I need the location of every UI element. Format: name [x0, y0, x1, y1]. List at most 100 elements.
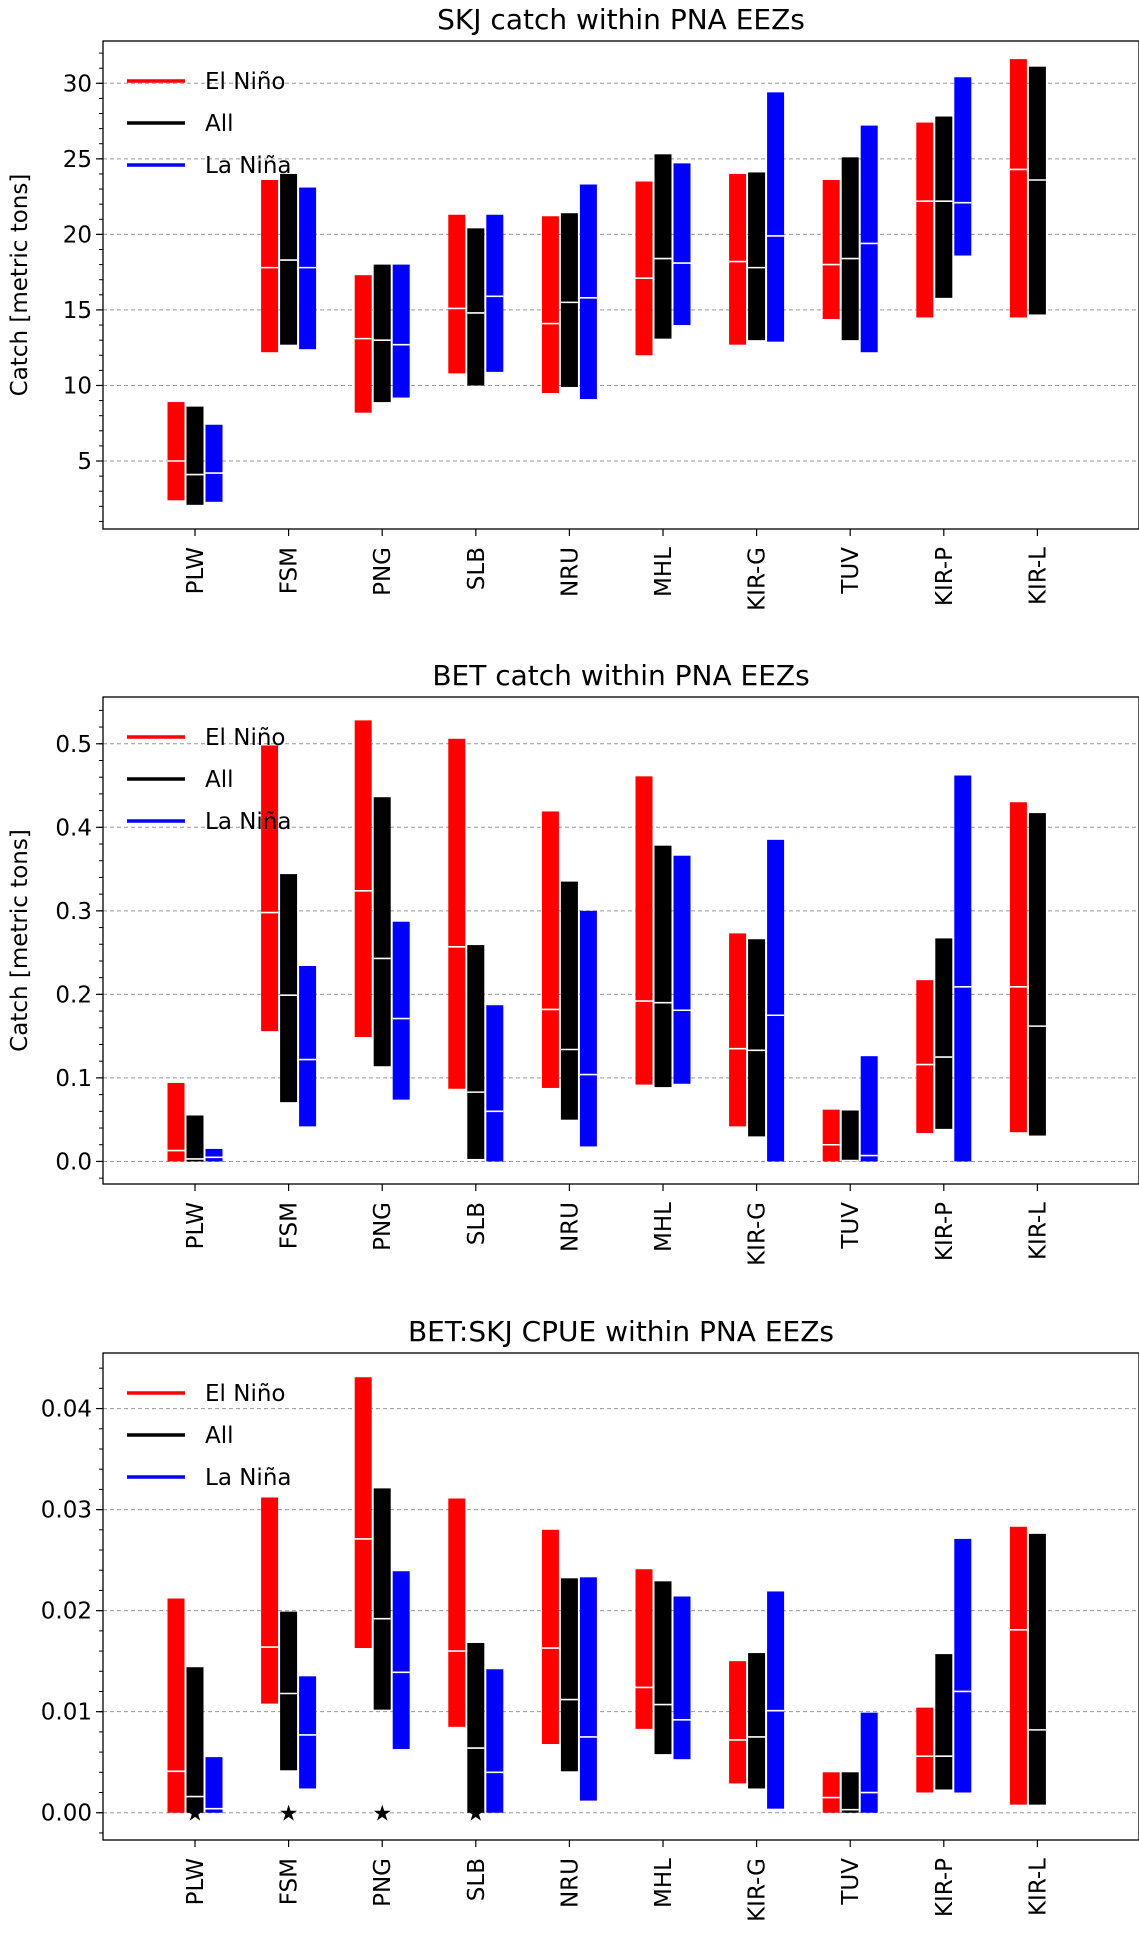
x-tick-label: KIR-L	[1025, 547, 1051, 605]
range-bar-fsm-el-nino	[261, 1497, 279, 1704]
range-bar-slb-la-nina	[486, 1669, 504, 1813]
plot-frame	[102, 1352, 1139, 1841]
range-bar-png-el-nino	[354, 1377, 372, 1649]
range-bar-kir-g-la-nina	[767, 92, 785, 342]
range-bar-fsm-all	[280, 874, 298, 1103]
range-bar-kir-g-la-nina	[767, 1591, 785, 1809]
legend-label: La Niña	[205, 1465, 292, 1491]
range-bar-kir-l-el-nino	[1009, 1526, 1027, 1805]
chart-panel-2: 0.0 0.1 0.2 0.3 0.4 0.5 PLW FSM PNG SLB NRU MHL KIR-…	[7, 659, 1139, 1266]
range-bar-png-all	[373, 1488, 391, 1710]
range-bar-nru-el-nino	[541, 216, 559, 394]
range-bar-nru-la-nina	[579, 1577, 597, 1801]
range-bar-png-all	[373, 797, 391, 1067]
x-tick-label: SLB	[464, 1858, 490, 1901]
y-tick-label: 15	[63, 298, 92, 324]
range-bar-tuv-all	[841, 157, 859, 341]
legend-label: El Niño	[205, 1381, 285, 1407]
range-bar-kir-p-el-nino	[916, 122, 934, 318]
legend-label: All	[205, 111, 234, 137]
legend-label: All	[205, 767, 234, 793]
range-bar-kir-p-all	[935, 938, 953, 1129]
range-bar-tuv-el-nino	[822, 179, 840, 319]
range-bar-png-all	[373, 264, 391, 403]
y-tick-label: 30	[63, 71, 92, 97]
x-tick-label: MHL	[651, 1202, 677, 1252]
x-tick-label: PNG	[370, 1202, 396, 1251]
range-bar-nru-all	[560, 213, 578, 387]
range-bar-mhl-all	[654, 845, 672, 1088]
range-bar-fsm-all	[280, 1611, 298, 1771]
chart-title: BET:SKJ CPUE within PNA EEZs	[408, 1315, 834, 1348]
range-bar-tuv-la-nina	[860, 1712, 878, 1813]
range-bar-png-el-nino	[354, 275, 372, 413]
range-bar-plw-el-nino	[167, 1082, 185, 1162]
range-bar-nru-all	[560, 1578, 578, 1772]
range-bar-slb-la-nina	[486, 214, 504, 372]
x-tick-label: SLB	[464, 547, 490, 590]
range-bar-kir-p-el-nino	[916, 1707, 934, 1793]
chart-title: BET catch within PNA EEZs	[432, 659, 809, 692]
range-bar-fsm-la-nina	[299, 965, 317, 1127]
x-tick-label: NRU	[557, 1202, 583, 1252]
range-bar-mhl-all	[654, 154, 672, 339]
range-bar-kir-g-el-nino	[729, 173, 747, 345]
range-bar-plw-el-nino	[167, 1598, 185, 1813]
x-tick-label: MHL	[651, 1858, 677, 1908]
range-bar-tuv-la-nina	[860, 1056, 878, 1162]
range-bar-fsm-el-nino	[261, 745, 279, 1032]
star-marker: ★	[279, 1802, 299, 1827]
legend-label: El Niño	[205, 69, 285, 95]
range-bar-kir-p-la-nina	[954, 775, 972, 1162]
range-bar-plw-la-nina	[205, 424, 223, 502]
range-bar-plw-all	[186, 406, 204, 505]
range-bar-kir-l-all	[1028, 66, 1046, 315]
range-bar-png-la-nina	[392, 921, 410, 1100]
range-bar-plw-el-nino	[167, 402, 185, 501]
legend-label: La Niña	[205, 153, 292, 179]
range-bar-tuv-el-nino	[822, 1772, 840, 1813]
chart-title: SKJ catch within PNA EEZs	[437, 3, 805, 36]
x-tick-label: KIR-G	[745, 547, 771, 611]
range-bar-mhl-la-nina	[673, 163, 691, 326]
y-tick-label: 0.4	[55, 815, 92, 841]
range-bar-nru-el-nino	[541, 1529, 559, 1745]
y-tick-label: 0.1	[55, 1066, 92, 1092]
x-tick-label: NRU	[557, 547, 583, 597]
legend: El Niño All La Niña	[127, 69, 292, 179]
y-tick-label: 0.01	[41, 1700, 92, 1726]
range-bar-plw-all	[186, 1115, 204, 1162]
range-bar-slb-el-nino	[448, 1498, 466, 1727]
y-tick-label: 0.03	[41, 1498, 92, 1524]
x-tick-label: TUV	[838, 1202, 864, 1250]
y-tick-label: 0.04	[41, 1397, 92, 1423]
x-tick-label: KIR-P	[932, 547, 958, 606]
range-bar-nru-la-nina	[579, 910, 597, 1147]
range-bar-tuv-el-nino	[822, 1109, 840, 1162]
range-bar-slb-el-nino	[448, 738, 466, 1089]
range-bar-mhl-el-nino	[635, 181, 653, 356]
y-tick-label: 25	[63, 147, 92, 173]
range-bar-nru-all	[560, 881, 578, 1120]
range-bar-slb-el-nino	[448, 214, 466, 374]
x-tick-label: FSM	[277, 1858, 303, 1905]
x-tick-label: KIR-P	[932, 1202, 958, 1261]
range-bar-png-la-nina	[392, 1571, 410, 1750]
range-bar-tuv-la-nina	[860, 125, 878, 353]
range-bar-kir-l-el-nino	[1009, 802, 1027, 1133]
star-marker: ★	[372, 1802, 392, 1827]
y-tick-label: 5	[77, 449, 92, 475]
legend: El Niño All La Niña	[127, 725, 292, 835]
range-bar-slb-all	[467, 945, 485, 1159]
range-bar-kir-g-all	[748, 939, 766, 1137]
star-marker: ★	[466, 1802, 486, 1827]
range-bar-mhl-el-nino	[635, 776, 653, 1085]
x-tick-label: PNG	[370, 547, 396, 596]
plot-frame	[102, 696, 1139, 1185]
x-tick-label: KIR-P	[932, 1858, 958, 1917]
range-bar-kir-l-all	[1028, 813, 1046, 1136]
x-tick-label: NRU	[557, 1858, 583, 1908]
range-bar-mhl-la-nina	[673, 855, 691, 1084]
chart-panel-1: 5 10 15 20 25 30 PLW FSM PNG SLB NRU MHL KIR-G TUV KIR…	[7, 3, 1139, 611]
range-bar-nru-el-nino	[541, 811, 559, 1088]
